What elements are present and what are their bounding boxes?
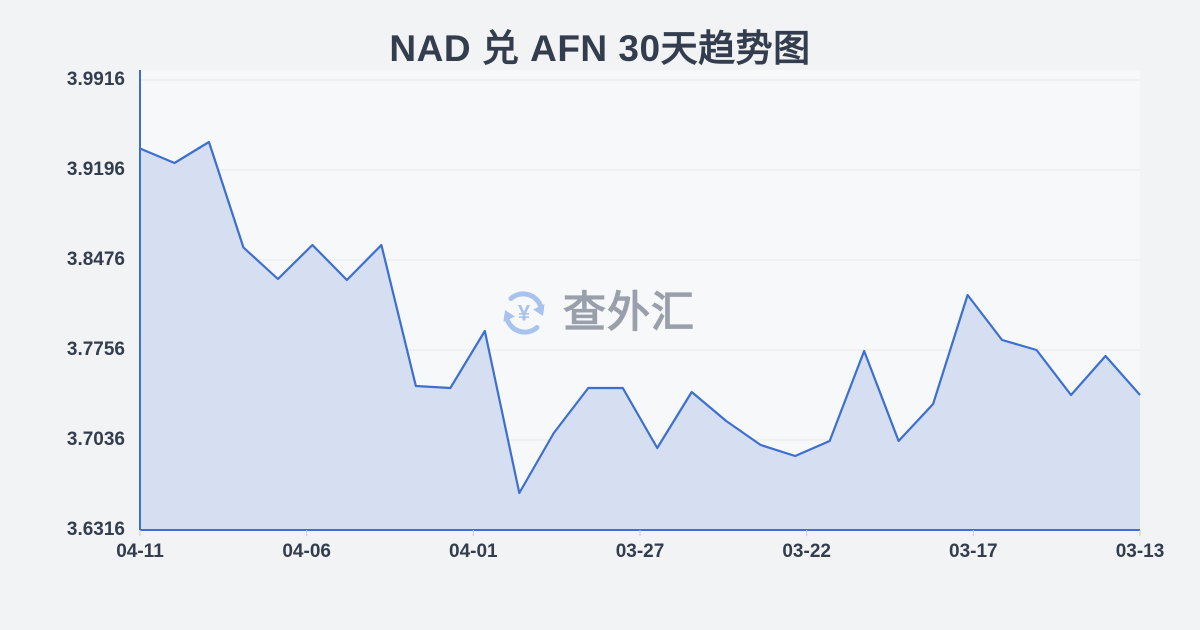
x-axis-tick-label: 04-11: [116, 541, 164, 562]
x-axis-tick-marks: [139, 530, 1141, 536]
x-axis-tick-labels: 04-11 04-06 04-01 03-27 03-22 03-17 03-13: [116, 541, 1164, 562]
y-axis-tick-label: 3.7756: [67, 339, 125, 360]
y-axis-tick-label: 3.9916: [67, 69, 125, 90]
y-axis-tick-labels: 3.9916 3.9196 3.8476 3.7756 3.7036 3.6316: [67, 69, 125, 540]
y-axis-tick-label: 3.7036: [67, 429, 125, 450]
trend-line: [139, 140, 1141, 495]
x-axis-tick-label: 04-01: [449, 541, 498, 562]
area-fill: [140, 142, 1140, 530]
x-axis-tick-label: 03-17: [949, 541, 998, 562]
x-axis-tick-label: 03-22: [782, 541, 831, 562]
x-axis-tick-label: 03-13: [1116, 541, 1165, 562]
x-axis-tick-label: 03-27: [616, 541, 665, 562]
x-axis-tick-label: 04-06: [282, 541, 331, 562]
y-axis-tick-label: 3.9196: [67, 159, 125, 180]
y-axis-tick-label: 3.6316: [67, 519, 125, 540]
y-axis-tick-label: 3.8476: [67, 249, 125, 270]
chart-title: NAD 兑 AFN 30天趋势图: [389, 28, 811, 69]
